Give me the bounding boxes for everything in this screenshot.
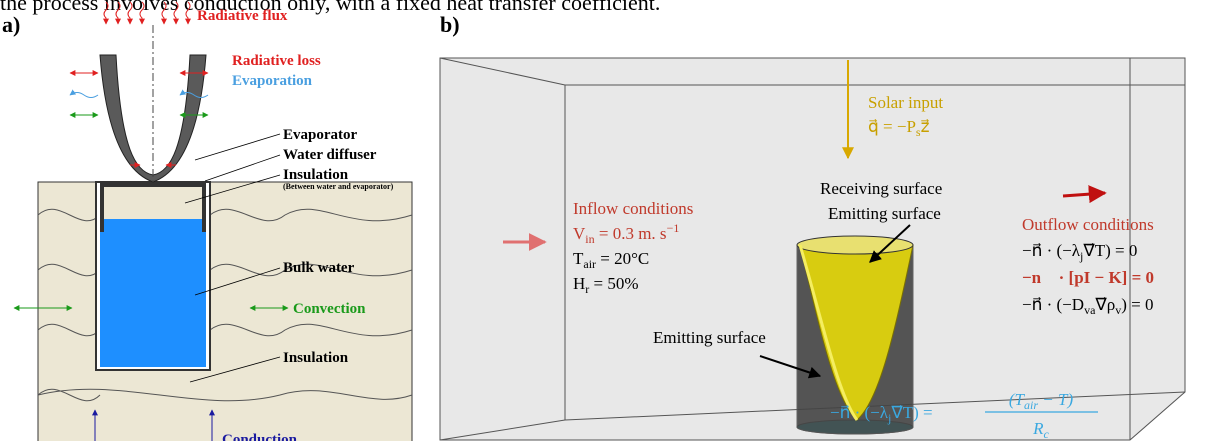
label: Radiative loss [232, 53, 321, 69]
equation-part: −n⃗ · (−D [1022, 295, 1084, 314]
equation-part: V [573, 224, 586, 243]
equation-part: T [573, 249, 584, 268]
equation-part: −n⃗ · [pI − K] = 0 [1022, 268, 1154, 287]
label: Emitting surface [828, 204, 941, 223]
label: (Between water and evaporator) [283, 182, 394, 191]
equation: Hr = 50% [573, 274, 639, 296]
equation: −n⃗ · (−λj∇⃗T) = 0 [1022, 241, 1137, 263]
label: Emitting surface [653, 328, 766, 347]
equation-part: = 20°C [596, 249, 649, 268]
equation: −n⃗ · [pI − K] = 0 [1022, 268, 1154, 287]
panel-label: b) [440, 12, 460, 37]
equation-part: = 50% [589, 274, 638, 293]
label: Solar input [868, 93, 943, 112]
label: Insulation [283, 350, 349, 366]
panel-label: a) [2, 12, 20, 37]
equation: −n⃗ · (−λj∇⃗T) = [830, 403, 933, 425]
label: Convection [293, 301, 366, 317]
label: Radiative flux [197, 8, 288, 24]
equation-part: R [1032, 419, 1044, 438]
label: Conduction [222, 432, 298, 441]
panel-a-drawing [14, 2, 412, 441]
caption: the process involves conduction only, wi… [0, 0, 660, 15]
equation-part: − T) [1038, 390, 1073, 409]
label: Insulation [283, 167, 349, 183]
label: Evaporator [283, 127, 358, 143]
equation-part: ∇⃗T) = [890, 403, 932, 422]
equation-part: = 0.3 m. s [595, 224, 667, 243]
equation-part: ) = 0 [1121, 295, 1153, 314]
figure: the process involves conduction only, wi… [0, 0, 1210, 441]
label: Outflow conditions [1022, 215, 1154, 234]
equation-part: c [1044, 427, 1050, 441]
equation-part: z⃗ [921, 117, 930, 136]
equation-part: va [1084, 303, 1096, 317]
equation: q⃗ = −Psz⃗ [868, 117, 930, 139]
equation-part: ∇⃗T) = 0 [1082, 241, 1137, 260]
equation-part: −1 [667, 221, 680, 235]
equation-part: q⃗ = −P [868, 117, 916, 136]
equation-part: −n⃗ · (−λ [830, 403, 889, 422]
label: Water diffuser [283, 147, 377, 163]
label: Evaporation [232, 73, 313, 89]
equation-part: in [585, 232, 594, 246]
label: Inflow conditions [573, 199, 693, 218]
label: Bulk water [283, 260, 355, 276]
equation-part: H [573, 274, 585, 293]
equation-part: −n⃗ · (−λ [1022, 241, 1081, 260]
equation-part: air [1024, 398, 1038, 412]
equation-part: ∇⃗ρ [1094, 295, 1115, 314]
equation: (Tair − T) [1009, 390, 1074, 412]
label: Receiving surface [820, 179, 942, 198]
equation-part: air [583, 257, 596, 271]
